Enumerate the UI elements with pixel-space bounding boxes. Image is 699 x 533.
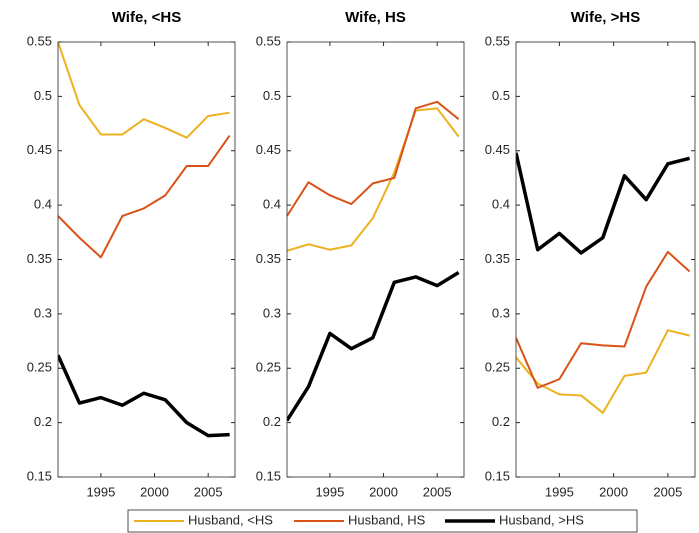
x-tick-label: 2005 <box>194 484 223 499</box>
panel-title: Wife, >HS <box>571 9 640 26</box>
y-tick-label: 0.5 <box>492 88 510 103</box>
x-tick-label: 2000 <box>599 484 628 499</box>
x-tick-label: 2005 <box>423 484 452 499</box>
legend-box <box>127 509 638 533</box>
legend-label: Husband, <HS <box>188 512 273 527</box>
y-tick-label: 0.4 <box>263 197 281 212</box>
plot-area <box>58 42 235 477</box>
plot-area <box>516 42 695 477</box>
axes-box <box>57 41 236 478</box>
x-tick-label: 2000 <box>140 484 169 499</box>
y-tick-label: 0.15 <box>256 468 281 483</box>
y-tick-label: 0.5 <box>34 88 52 103</box>
series-line <box>516 329 690 414</box>
y-tick-label: 0.3 <box>492 305 510 320</box>
series-line <box>287 100 460 217</box>
series-line <box>287 271 460 422</box>
legend-label: Husband, >HS <box>499 512 584 527</box>
x-tick-label: 1995 <box>315 484 344 499</box>
y-tick-label: 0.4 <box>34 197 52 212</box>
y-tick-label: 0.2 <box>34 414 52 429</box>
series-line <box>58 42 230 139</box>
y-tick-label: 0.35 <box>485 251 510 266</box>
panel-title: Wife, HS <box>345 9 406 26</box>
x-tick-label: 1995 <box>545 484 574 499</box>
y-tick-label: 0.55 <box>256 33 281 48</box>
y-tick-label: 0.25 <box>485 360 510 375</box>
y-tick-label: 0.4 <box>492 197 510 212</box>
panel-title: Wife, <HS <box>112 9 181 26</box>
y-tick-label: 0.5 <box>263 88 281 103</box>
x-tick-label: 2005 <box>653 484 682 499</box>
series-line <box>516 250 691 389</box>
y-tick-label: 0.55 <box>485 33 510 48</box>
series-line <box>58 354 230 438</box>
legend-label: Husband, HS <box>348 512 426 527</box>
axes-box <box>286 41 465 478</box>
plot-area <box>287 42 464 477</box>
y-tick-label: 0.25 <box>256 360 281 375</box>
y-tick-label: 0.55 <box>27 33 52 48</box>
y-tick-label: 0.2 <box>492 414 510 429</box>
series-line <box>287 107 460 252</box>
x-tick-label: 1995 <box>86 484 115 499</box>
y-tick-label: 0.25 <box>27 360 52 375</box>
series-line <box>58 134 231 259</box>
y-tick-label: 0.2 <box>263 414 281 429</box>
x-tick-label: 2000 <box>369 484 398 499</box>
y-tick-label: 0.35 <box>27 251 52 266</box>
y-tick-label: 0.15 <box>27 468 52 483</box>
series-line <box>516 152 691 255</box>
legend: Husband, <HS Husband, HS Husband, >HS <box>127 509 638 533</box>
y-tick-label: 0.45 <box>27 142 52 157</box>
axes-box <box>515 41 696 478</box>
y-tick-label: 0.3 <box>34 305 52 320</box>
y-tick-label: 0.45 <box>256 142 281 157</box>
y-tick-label: 0.15 <box>485 468 510 483</box>
y-tick-label: 0.35 <box>256 251 281 266</box>
y-tick-label: 0.45 <box>485 142 510 157</box>
y-tick-label: 0.3 <box>263 305 281 320</box>
